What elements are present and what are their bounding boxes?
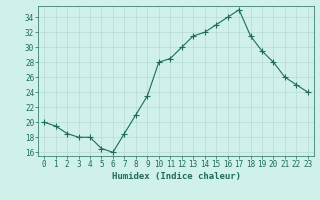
X-axis label: Humidex (Indice chaleur): Humidex (Indice chaleur) [111, 172, 241, 181]
